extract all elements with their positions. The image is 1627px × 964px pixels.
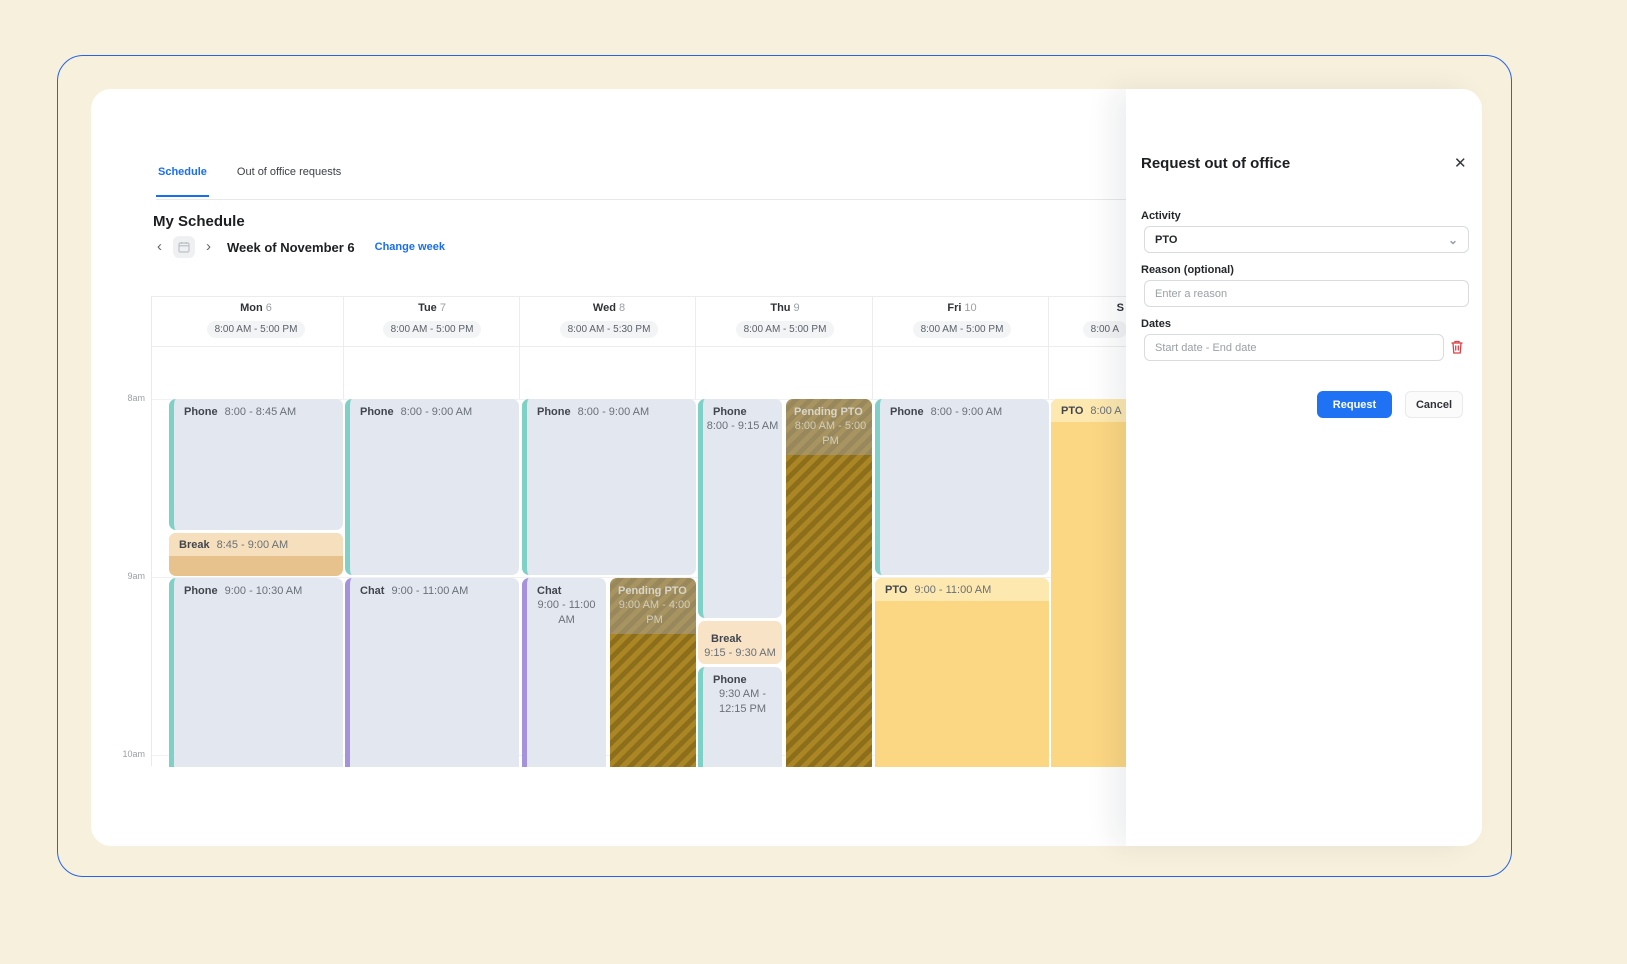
event-break[interactable]: Break 8:45 - 9:00 AM	[169, 533, 343, 576]
reason-label: Reason (optional)	[1141, 264, 1234, 276]
event-pending-pto[interactable]: Pending PTO 9:00 AM - 4:00 PM	[610, 578, 696, 767]
day-date: 8	[618, 302, 626, 314]
cancel-button[interactable]: Cancel	[1405, 391, 1463, 418]
panel-title: Request out of office	[1141, 155, 1291, 172]
calendar-icon	[178, 242, 190, 253]
day-header-thu: Thu 9 8:00 AM - 5:00 PM	[698, 302, 872, 338]
event-pto[interactable]: PTO 9:00 - 11:00 AM	[875, 578, 1049, 767]
event-phone[interactable]: Phone 8:00 - 9:00 AM	[875, 399, 1049, 575]
reason-input[interactable]	[1144, 280, 1469, 307]
day-name: Thu	[770, 302, 791, 314]
day-shift-hours: 8:00 AM - 5:00 PM	[206, 321, 306, 338]
day-name: Fri	[947, 302, 962, 314]
event-break[interactable]: Break 9:15 - 9:30 AM	[698, 621, 782, 664]
day-date: 9	[793, 302, 800, 314]
column-separator	[1048, 296, 1049, 399]
time-label-8am: 8am	[127, 393, 145, 403]
grid-left-boundary	[151, 296, 152, 766]
grid-header-line	[151, 346, 1126, 347]
time-label-10am: 10am	[122, 749, 145, 759]
trash-icon[interactable]	[1449, 339, 1467, 357]
change-week-link[interactable]: Change week	[374, 241, 445, 253]
event-phone[interactable]: Phone 8:00 - 9:00 AM	[345, 399, 519, 575]
day-header-fri: Fri 10 8:00 AM - 5:00 PM	[875, 302, 1049, 338]
app-frame: Schedule Out of office requests My Sched…	[57, 55, 1512, 877]
event-pending-pto[interactable]: Pending PTO 8:00 AM - 5:00 PM	[786, 399, 872, 767]
hour-line-9am	[151, 577, 1126, 578]
column-separator	[695, 296, 696, 399]
event-phone[interactable]: Phone 9:00 - 10:30 AM	[169, 578, 343, 767]
day-header-sat: S 8:00 A	[1051, 302, 1127, 338]
chevron-down-icon: ⌄	[1447, 232, 1458, 247]
activity-selected-value: PTO	[1155, 233, 1178, 246]
app-card: Schedule Out of office requests My Sched…	[91, 89, 1482, 846]
calendar-today-button[interactable]	[173, 236, 195, 258]
dates-label: Dates	[1141, 318, 1171, 330]
day-column-wed: Phone 8:00 - 9:00 AM Chat 9:00 - 11:00 AM …	[522, 399, 696, 767]
day-date: 7	[439, 302, 446, 314]
tab-bar: Schedule Out of office requests	[156, 166, 343, 197]
day-name: Tue	[418, 302, 437, 314]
activity-label: Activity	[1141, 210, 1181, 222]
day-name: S	[1116, 302, 1124, 314]
day-column-mon: Phone 8:00 - 8:45 AM Break 8:45 - 9:00 AM …	[169, 399, 343, 767]
day-shift-hours: 8:00 AM - 5:00 PM	[735, 321, 835, 338]
tab-divider	[156, 199, 1126, 200]
day-shift-hours: 8:00 A	[1082, 321, 1127, 338]
column-separator	[519, 296, 520, 399]
request-button[interactable]: Request	[1317, 391, 1392, 418]
panel-actions: Request Cancel	[1317, 391, 1463, 418]
day-shift-hours: 8:00 AM - 5:00 PM	[382, 321, 482, 338]
day-name: Wed	[592, 302, 616, 314]
tab-out-of-office-requests[interactable]: Out of office requests	[236, 166, 342, 178]
chevron-left-icon[interactable]: ‹	[157, 238, 162, 255]
page-title: My Schedule	[153, 213, 245, 230]
day-date: 6	[265, 302, 272, 314]
activity-select[interactable]: PTO ⌄	[1144, 226, 1469, 253]
column-separator	[343, 296, 344, 399]
close-icon[interactable]: ✕	[1454, 155, 1467, 172]
tab-schedule[interactable]: Schedule	[156, 166, 209, 197]
day-shift-hours: 8:00 AM - 5:30 PM	[559, 321, 659, 338]
day-column-tue: Phone 8:00 - 9:00 AM Chat 9:00 - 11:00 AM	[345, 399, 519, 767]
event-phone[interactable]: Phone 8:00 - 9:00 AM	[522, 399, 696, 575]
day-shift-hours: 8:00 AM - 5:00 PM	[912, 321, 1012, 338]
column-separator	[872, 296, 873, 399]
day-header-tue: Tue 7 8:00 AM - 5:00 PM	[345, 302, 519, 338]
day-column-thu: Phone 8:00 - 9:15 AM Pending PTO 8:00 AM -…	[698, 399, 872, 767]
grid-top-line	[151, 296, 1126, 297]
day-date: 10	[964, 302, 977, 314]
day-column-fri: Phone 8:00 - 9:00 AM PTO 9:00 - 11:00 AM	[875, 399, 1049, 767]
chevron-right-icon[interactable]: ›	[206, 238, 211, 255]
event-phone[interactable]: Phone 8:00 - 8:45 AM	[169, 399, 343, 530]
day-header-mon: Mon 6 8:00 AM - 5:00 PM	[169, 302, 343, 338]
week-navigation: ‹ › Week of November 6 Change week	[155, 236, 445, 258]
event-phone[interactable]: Phone 9:30 AM - 12:15 PM	[698, 667, 782, 767]
day-name: Mon	[240, 302, 263, 314]
event-phone[interactable]: Phone 8:00 - 9:15 AM	[698, 399, 782, 618]
day-header-wed: Wed 8 8:00 AM - 5:30 PM	[522, 302, 696, 338]
dates-input[interactable]	[1144, 334, 1444, 361]
request-out-of-office-panel: Request out of office ✕ Activity PTO ⌄ R…	[1126, 89, 1482, 846]
trash-glyph	[1451, 340, 1463, 354]
event-chat[interactable]: Chat 9:00 - 11:00 AM	[345, 578, 519, 767]
time-label-9am: 9am	[127, 571, 145, 581]
week-label: Week of November 6	[227, 239, 355, 255]
event-chat[interactable]: Chat 9:00 - 11:00 AM	[522, 578, 606, 767]
